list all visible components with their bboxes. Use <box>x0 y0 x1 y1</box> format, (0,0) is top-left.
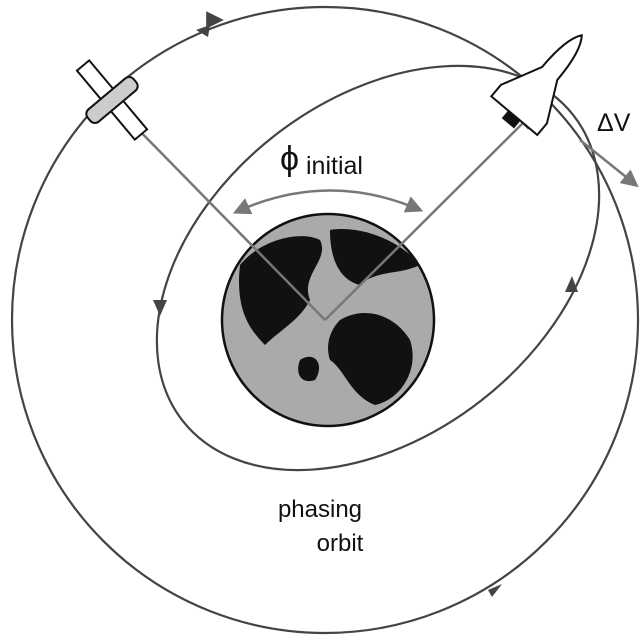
satellite <box>75 58 149 142</box>
ray <box>324 111 535 321</box>
delta-v-label: ΔV <box>597 109 631 137</box>
continent <box>239 236 323 345</box>
orbit-arrow <box>196 25 210 37</box>
phase-angle-arc <box>232 189 424 215</box>
angle-subscript: initial <box>306 152 363 180</box>
angle-symbol: ϕ <box>280 140 299 178</box>
shuttle <box>489 33 583 137</box>
continent <box>298 356 320 382</box>
continent <box>328 312 413 405</box>
ray <box>124 115 326 321</box>
orbit-label: phasing <box>278 496 362 523</box>
satellite-body <box>85 76 139 124</box>
target-orbit <box>10 5 640 635</box>
continent <box>330 229 420 285</box>
shuttle-engine <box>501 110 521 129</box>
shuttle-body <box>489 33 583 137</box>
orbit-label: orbit <box>317 530 364 557</box>
orbit-arrow <box>565 276 578 292</box>
phasing-orbit <box>155 64 601 472</box>
delta-v-arrow <box>579 139 639 188</box>
orbit-arrow <box>488 584 502 597</box>
orbit-arrow <box>153 300 167 316</box>
